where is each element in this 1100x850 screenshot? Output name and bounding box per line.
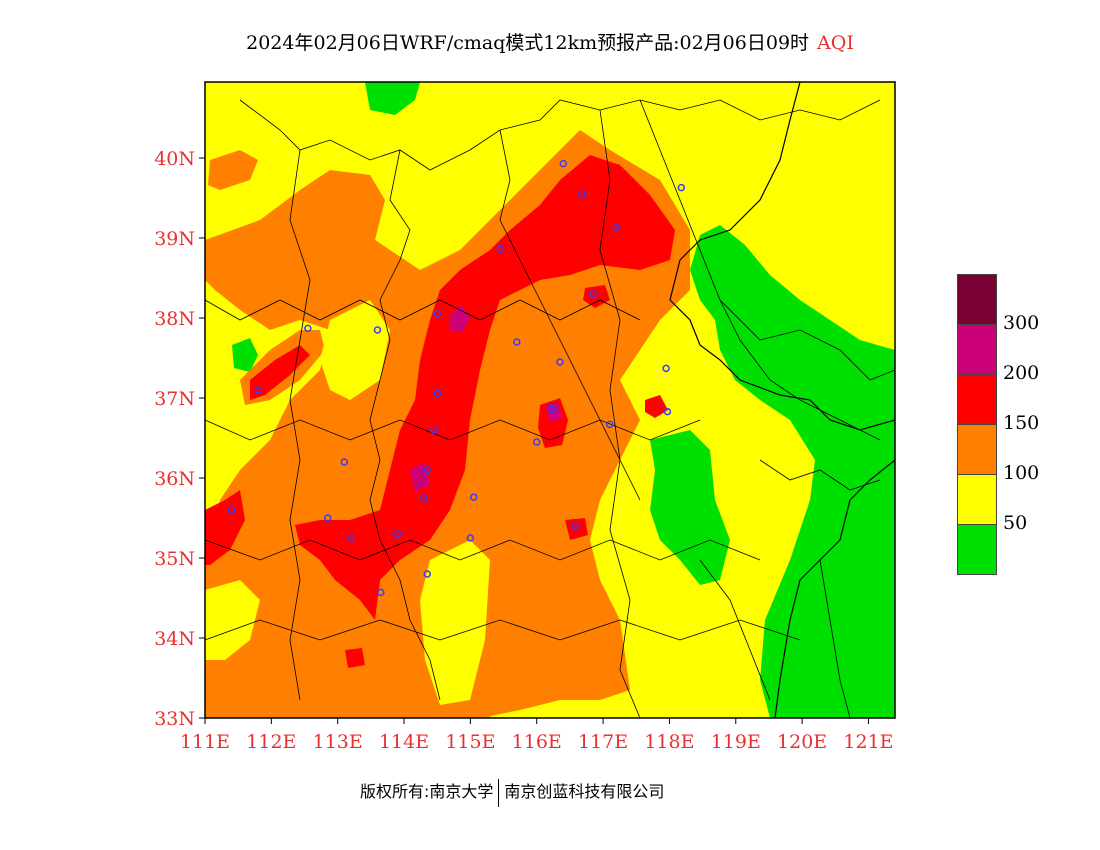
legend-swatch xyxy=(957,274,997,324)
coastline xyxy=(669,81,896,719)
station-marker xyxy=(556,358,564,366)
station-marker xyxy=(559,159,568,168)
lon-label: 112E xyxy=(246,731,296,753)
aqi-level-150-area-spot5 xyxy=(345,648,365,668)
aqi-level-200-area-1 xyxy=(450,305,470,332)
axis-ticks xyxy=(199,157,869,724)
legend-swatch xyxy=(957,374,997,424)
station-marker xyxy=(377,588,385,597)
station-marker xyxy=(433,389,441,397)
copyright-divider xyxy=(498,778,500,807)
station-marker xyxy=(393,530,402,538)
station-marker xyxy=(420,494,428,502)
copyright-left: 版权所有:南京大学 xyxy=(360,782,494,801)
legend-swatch xyxy=(957,524,997,575)
legend-label: 100 xyxy=(1003,462,1040,484)
copyright: 版权所有:南京大学 南京创蓝科技有限公司 xyxy=(360,778,664,807)
lat-label: 36N xyxy=(154,468,195,490)
station-marker xyxy=(548,405,556,413)
legend-label: 200 xyxy=(1003,362,1040,384)
aqi-level-150-area-main xyxy=(295,155,675,620)
aqi-level-150-area-spot2 xyxy=(583,285,610,308)
station-marker xyxy=(423,570,432,578)
station-marker xyxy=(513,338,521,346)
legend-swatch xyxy=(957,324,997,374)
aqi-field xyxy=(205,82,895,718)
aqi-level-50-hole-2 xyxy=(420,540,490,705)
station-marker xyxy=(663,407,672,416)
station-marker xyxy=(469,493,478,501)
station-marker xyxy=(304,324,312,333)
lat-label: 34N xyxy=(154,628,195,650)
lon-label: 111E xyxy=(180,731,230,753)
lon-label: 121E xyxy=(843,731,893,753)
title-variable: AQI xyxy=(817,32,854,54)
station-marker xyxy=(433,310,441,318)
lon-label: 115E xyxy=(445,731,495,753)
station-marker xyxy=(466,534,475,542)
copyright-right: 南京创蓝科技有限公司 xyxy=(504,782,665,801)
aqi-level-0-area-east xyxy=(690,225,895,718)
station-marker xyxy=(662,364,670,373)
lon-label: 114E xyxy=(379,731,429,753)
lon-label: 119E xyxy=(711,731,761,753)
legend-swatch xyxy=(957,474,997,524)
lon-label: 116E xyxy=(512,731,562,753)
aqi-level-150-area-band xyxy=(250,345,310,400)
station-marker xyxy=(430,426,438,434)
station-marker xyxy=(571,522,579,530)
lat-label: 39N xyxy=(154,228,195,250)
station-marker xyxy=(496,245,504,253)
map-title: 2024年02月06日WRF/cmaq模式12km预报产品:02月06日09时 A… xyxy=(0,28,1100,55)
legend-label: 150 xyxy=(1003,412,1040,434)
lat-label: 33N xyxy=(154,708,195,730)
station-marker xyxy=(612,223,621,232)
station-marker xyxy=(423,466,432,474)
plot-frame xyxy=(204,81,896,719)
aqi-level-0-area-west xyxy=(232,338,258,372)
station-marker xyxy=(677,183,686,192)
lat-label: 40N xyxy=(154,148,195,170)
aqi-level-150-area-spot3 xyxy=(645,395,668,418)
aqi-level-100-area-nw xyxy=(208,150,258,190)
station-marker xyxy=(254,386,262,394)
legend-label: 50 xyxy=(1003,512,1028,534)
legend-swatch xyxy=(957,424,997,474)
station-marker xyxy=(340,458,349,466)
lon-label: 113E xyxy=(313,731,363,753)
title-text: 2024年02月06日WRF/cmaq模式12km预报产品:02月06日09时 xyxy=(246,32,810,54)
lon-label: 120E xyxy=(777,731,827,753)
station-marker xyxy=(373,326,382,334)
monitoring-stations xyxy=(227,159,686,597)
lat-label: 37N xyxy=(154,388,195,410)
station-marker xyxy=(323,514,332,522)
station-marker xyxy=(605,420,614,429)
station-marker xyxy=(347,534,355,542)
station-marker xyxy=(578,190,586,198)
lon-label: 118E xyxy=(644,731,694,753)
lat-label: 38N xyxy=(154,308,195,330)
aqi-legend xyxy=(957,274,997,575)
lat-label: 35N xyxy=(154,548,195,570)
aqi-level-50-hole-1 xyxy=(320,300,390,400)
station-marker xyxy=(589,290,597,298)
legend-label: 300 xyxy=(1003,312,1040,334)
station-marker xyxy=(532,438,541,446)
lon-label: 117E xyxy=(578,731,628,753)
station-marker xyxy=(227,506,236,514)
aqi-level-0-area-north xyxy=(365,82,420,115)
aqi-level-50-hole-3 xyxy=(205,580,260,660)
aqi-level-0-area-center xyxy=(650,430,730,585)
